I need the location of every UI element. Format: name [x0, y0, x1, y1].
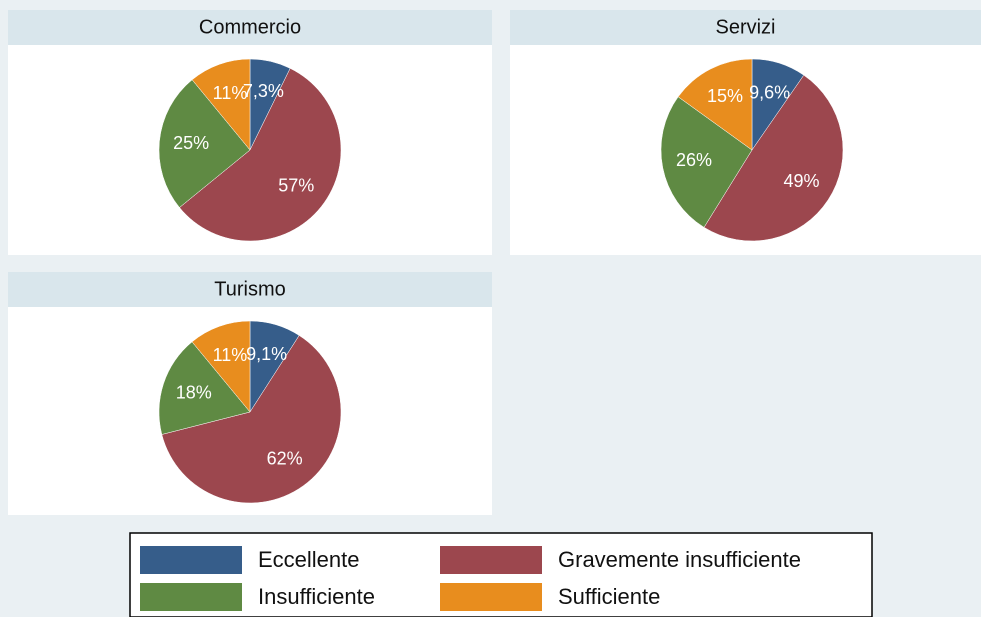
pie-slice: [158, 341, 251, 435]
legend-swatch: [140, 546, 242, 574]
slice-label: 18%: [176, 382, 212, 402]
slice-label: 11%: [213, 83, 248, 103]
legend-label: Gravemente insufficiente: [558, 547, 801, 572]
slice-label: 9,6%: [749, 82, 790, 102]
legend-swatch: [140, 583, 242, 611]
slice-label: 11%: [213, 345, 248, 365]
pie-slice: [161, 335, 342, 504]
panel-title-bg: [8, 10, 492, 45]
panel-title: Commercio: [199, 16, 301, 38]
slice-label: 26%: [676, 150, 712, 170]
legend-label: Sufficiente: [558, 584, 660, 609]
panel-title-bg: [510, 10, 981, 45]
pie-slice: [179, 68, 342, 242]
pie-slice: [158, 79, 251, 208]
slice-label: 7,3%: [243, 81, 284, 101]
legend-swatch: [440, 583, 542, 611]
panel-title: Turismo: [214, 278, 285, 300]
slice-label: 9,1%: [246, 344, 287, 364]
panel-title: Servizi: [715, 16, 775, 38]
pie-slice: [660, 96, 753, 228]
legend-swatch: [440, 546, 542, 574]
pie-slice: [191, 58, 251, 151]
slice-label: 49%: [783, 171, 819, 191]
pie-slice: [191, 320, 251, 413]
slice-label: 62%: [267, 449, 303, 469]
pie-slice: [677, 58, 753, 151]
pie-slice: [703, 74, 844, 242]
legend-label: Eccellente: [258, 547, 360, 572]
slice-label: 25%: [173, 133, 209, 153]
panel-title-bg: [8, 272, 492, 307]
slice-label: 57%: [278, 176, 314, 196]
legend-label: Insufficiente: [258, 584, 375, 609]
slice-label: 15%: [707, 86, 743, 106]
